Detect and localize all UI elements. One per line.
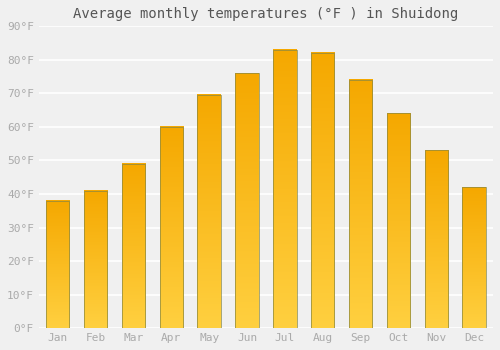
Bar	[386, 113, 410, 328]
Bar	[122, 164, 145, 328]
Bar	[311, 53, 334, 328]
Bar	[198, 95, 221, 328]
Bar	[84, 191, 108, 328]
Bar	[462, 187, 486, 328]
Bar	[273, 50, 296, 328]
Bar	[236, 73, 258, 328]
Title: Average monthly temperatures (°F ) in Shuidong: Average monthly temperatures (°F ) in Sh…	[74, 7, 458, 21]
Bar	[349, 80, 372, 328]
Bar	[46, 201, 70, 328]
Bar	[160, 127, 183, 328]
Bar	[424, 150, 448, 328]
